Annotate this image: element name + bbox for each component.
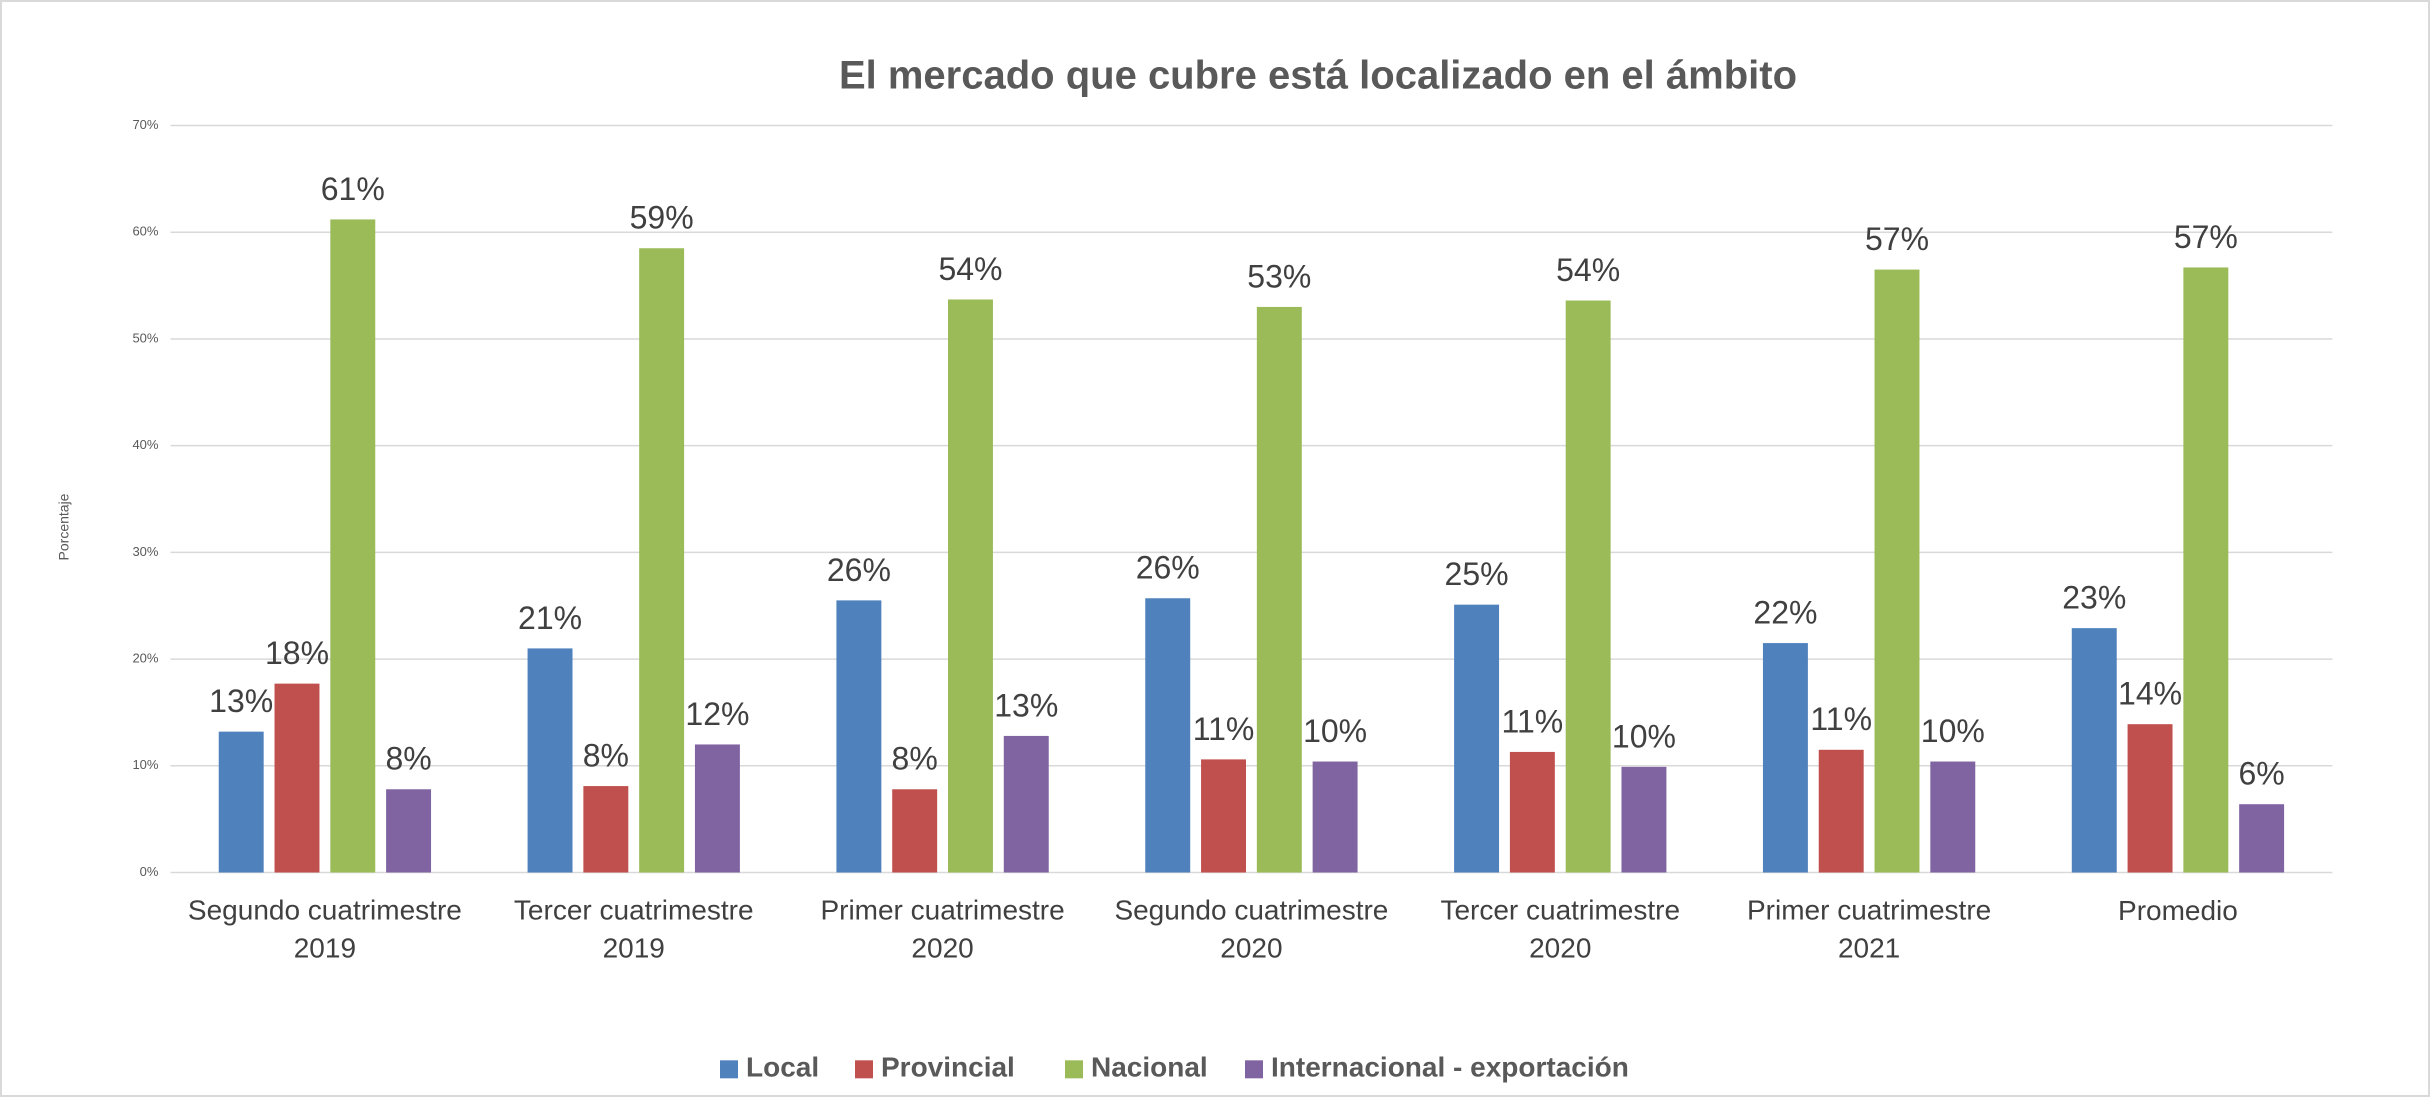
legend-label: Internacional - exportación [1271, 1052, 1629, 1083]
data-label: 61% [321, 171, 385, 207]
data-label: 57% [2174, 219, 2238, 255]
bar [1565, 300, 1611, 873]
x-tick-label: Primer cuatrimestre 2020 [820, 895, 1064, 964]
data-label: 11% [1193, 711, 1255, 747]
legend-label: Local [746, 1052, 819, 1083]
data-label: 12% [685, 696, 749, 732]
bar [1874, 269, 1920, 873]
data-label: 10% [1612, 718, 1676, 754]
bar [2239, 804, 2285, 873]
data-label: 8% [892, 741, 938, 777]
bar [1454, 604, 1500, 873]
bar [1145, 598, 1191, 873]
bar [527, 648, 573, 873]
data-label: 25% [1445, 556, 1509, 592]
legend-swatch [855, 1060, 873, 1079]
legend-label: Provincial [881, 1052, 1015, 1083]
bar [1312, 761, 1358, 873]
y-tick-label: 30% [132, 544, 158, 559]
bar [1930, 761, 1976, 873]
data-label: 8% [583, 738, 629, 774]
data-label: 53% [1247, 258, 1311, 294]
y-tick-label: 20% [132, 651, 158, 666]
data-label: 54% [938, 251, 1002, 287]
y-tick-label: 50% [132, 330, 158, 345]
data-label: 26% [1136, 550, 1200, 586]
x-tick-label: Tercer cuatrimestre 2020 [1440, 895, 1680, 964]
y-tick-label: 70% [132, 117, 158, 132]
x-tick-label: Segundo cuatrimestre 2019 [188, 895, 462, 964]
data-label: 59% [630, 200, 694, 236]
y-tick-label: 0% [140, 864, 159, 879]
data-label: 13% [209, 683, 273, 719]
bar [1818, 749, 1864, 873]
bar [583, 786, 629, 873]
bar [2127, 724, 2173, 873]
data-label: 11% [1502, 703, 1564, 739]
x-tick-label: Tercer cuatrimestre 2019 [514, 895, 754, 964]
bar [836, 600, 882, 873]
bar [330, 219, 376, 873]
bar [1201, 759, 1246, 873]
legend-label: Nacional [1091, 1052, 1208, 1083]
chart-title: El mercado que cubre está localizado en … [839, 54, 1797, 98]
bar [218, 731, 264, 873]
legend-swatch [1065, 1060, 1083, 1079]
bar [1003, 735, 1049, 873]
data-label: 10% [1921, 713, 1985, 749]
bar [274, 683, 320, 873]
bar [948, 299, 993, 873]
data-label: 57% [1865, 221, 1929, 257]
data-label: 6% [2239, 756, 2285, 792]
data-label: 23% [2062, 580, 2126, 616]
bar [1256, 306, 1302, 873]
data-label: 13% [994, 687, 1058, 723]
legend-swatch [720, 1060, 738, 1079]
bar [1509, 751, 1555, 873]
bar [892, 789, 938, 873]
data-label: 8% [385, 741, 431, 777]
bar [2071, 628, 2117, 873]
legend-swatch [1245, 1060, 1263, 1079]
data-label: 54% [1556, 252, 1620, 288]
data-label: 22% [1753, 595, 1817, 631]
data-label: 10% [1303, 713, 1367, 749]
data-label: 11% [1810, 701, 1872, 737]
bar [694, 744, 740, 873]
x-tick-label: Segundo cuatrimestre 2020 [1114, 895, 1388, 964]
y-tick-label: 10% [132, 757, 158, 772]
y-tick-label: 40% [132, 437, 158, 452]
bar [386, 789, 432, 873]
data-label: 21% [518, 600, 582, 636]
x-tick-label: Promedio [2118, 895, 2238, 926]
data-label: 18% [265, 635, 329, 671]
y-axis-label: Porcentaje [56, 493, 72, 560]
data-label: 26% [827, 552, 891, 588]
x-tick-label: Primer cuatrimestre 2021 [1747, 895, 1991, 964]
bar [639, 248, 685, 873]
bar [2183, 267, 2229, 873]
bar [1621, 766, 1667, 873]
data-label: 14% [2118, 676, 2182, 712]
bar [1762, 643, 1808, 873]
y-tick-label: 60% [132, 224, 158, 239]
